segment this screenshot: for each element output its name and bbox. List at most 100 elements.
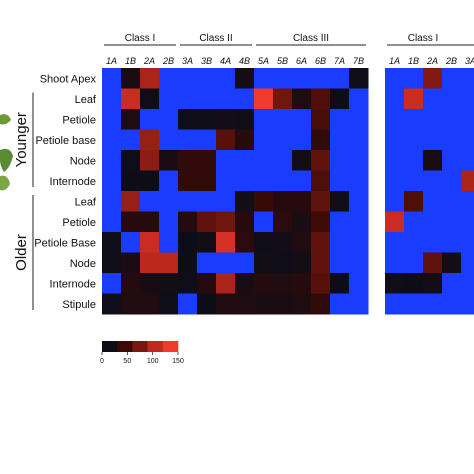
partial-heatmap-cell — [442, 109, 462, 130]
heatmap-cell — [197, 273, 217, 294]
partial-heatmap-cell — [423, 68, 443, 89]
heatmap-cell — [311, 293, 331, 315]
heatmap-cell — [159, 88, 179, 110]
heatmap-cell — [102, 88, 122, 110]
heatmap-cell — [349, 170, 369, 192]
heatmap-cell — [235, 129, 255, 151]
class-label: Class I — [125, 33, 156, 44]
heatmap-cell — [197, 170, 217, 192]
legend-tick-label: 0 — [100, 358, 104, 365]
heatmap-cell — [311, 211, 331, 233]
heatmap-cell — [102, 109, 122, 130]
heatmap-cell — [292, 150, 312, 171]
row-label: Node — [70, 155, 96, 167]
row-label: Internode — [50, 176, 96, 188]
heatmap-cell — [254, 170, 274, 192]
legend-tick-label: 150 — [172, 358, 184, 365]
heatmap-cell — [273, 88, 293, 110]
heatmap-cell — [178, 109, 198, 130]
partial-heatmap-cell — [442, 68, 462, 89]
heatmap-cell — [178, 232, 198, 253]
partial-heatmap-cell — [461, 150, 474, 171]
partial-heatmap-cell — [385, 252, 405, 274]
partial-column-label: 1A — [389, 56, 400, 66]
heatmap-cell — [349, 68, 369, 89]
heatmap-cell — [330, 191, 350, 212]
column-label: 3B — [201, 56, 212, 66]
heatmap-cell — [311, 88, 331, 110]
heatmap-cell — [292, 88, 312, 110]
row-label: Petiole — [62, 114, 96, 126]
leaf-illustration-icon — [0, 114, 13, 191]
legend-tick-label: 100 — [147, 358, 159, 365]
partial-heatmap-cell — [423, 150, 443, 171]
heatmap-cell — [121, 109, 141, 130]
heatmap-cell — [216, 273, 236, 294]
heatmap-cell — [216, 109, 236, 130]
heatmap-cell — [216, 232, 236, 253]
heatmap-cell — [140, 129, 160, 151]
heatmap-cell — [349, 232, 369, 253]
legend-swatch — [132, 341, 148, 352]
partial-heatmap-cell — [385, 191, 405, 212]
legend-swatch — [102, 341, 118, 352]
row-label: Petiole Base — [34, 237, 96, 249]
heatmap-cell — [273, 211, 293, 233]
heatmap-cell — [311, 129, 331, 151]
heatmap-cell — [102, 211, 122, 233]
heatmap-cell — [330, 129, 350, 151]
column-label: 1B — [125, 56, 136, 66]
heatmap-cell — [311, 150, 331, 171]
partial-heatmap-cell — [423, 211, 443, 233]
heatmap-cell — [197, 232, 217, 253]
partial-heatmap-cell — [461, 109, 474, 130]
heatmap-cell — [121, 252, 141, 274]
partial-heatmap-cell — [442, 191, 462, 212]
heatmap-cell — [140, 191, 160, 212]
heatmap-cell — [349, 109, 369, 130]
heatmap-cell — [140, 232, 160, 253]
heatmap-cell — [235, 211, 255, 233]
heatmap-cell — [349, 150, 369, 171]
column-label: 5A — [258, 56, 269, 66]
heatmap-cell — [159, 129, 179, 151]
partial-heatmap-cell — [404, 273, 424, 294]
partial-heatmap-cell — [442, 293, 462, 315]
heatmap-cell — [159, 252, 179, 274]
heatmap-cell — [311, 68, 331, 89]
heatmap-cell — [292, 170, 312, 192]
partial-heatmap-cell — [423, 232, 443, 253]
heatmap-cell — [311, 191, 331, 212]
heatmap-cell — [140, 109, 160, 130]
partial-heatmap-cell — [461, 68, 474, 89]
heatmap-cell — [311, 273, 331, 294]
heatmap-cell — [273, 129, 293, 151]
heatmap-cell — [273, 232, 293, 253]
heatmap-cell — [273, 170, 293, 192]
heatmap-cell — [349, 191, 369, 212]
partial-heatmap-cell — [385, 150, 405, 171]
heatmap-cell — [121, 88, 141, 110]
heatmap-cell — [254, 252, 274, 274]
partial-heatmap-cell — [442, 273, 462, 294]
partial-heatmap-cell — [442, 150, 462, 171]
heatmap-cell — [102, 191, 122, 212]
heatmap-cell — [197, 68, 217, 89]
heatmap-cell — [235, 293, 255, 315]
row-label: Leaf — [75, 196, 97, 208]
heatmap-cell — [159, 68, 179, 89]
heatmap-cell — [311, 109, 331, 130]
heatmap-cell — [254, 129, 274, 151]
row-label: Petiole base — [35, 135, 96, 147]
partial-heatmap-cell — [404, 211, 424, 233]
partial-heatmap-cell — [404, 170, 424, 192]
heatmap-cell — [273, 68, 293, 89]
partial-heatmap-cell — [404, 191, 424, 212]
column-label: 7A — [334, 56, 345, 66]
heatmap-cell — [235, 88, 255, 110]
heatmap-cell — [254, 150, 274, 171]
row-label: Stipule — [62, 299, 96, 311]
partial-heatmap-cell — [442, 232, 462, 253]
column-label: 7B — [353, 56, 364, 66]
